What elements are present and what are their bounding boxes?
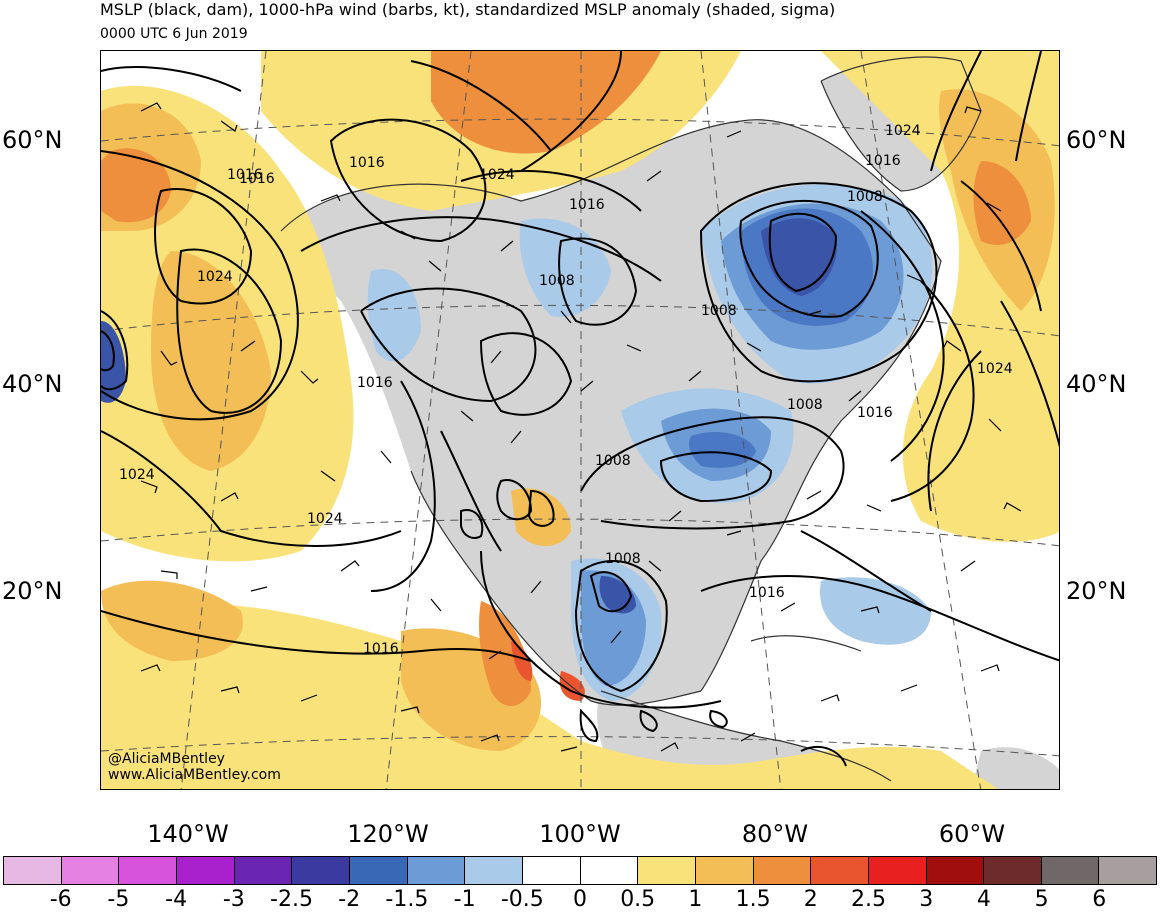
colorbar-swatch (234, 857, 293, 884)
isobar-label: 1024 (977, 361, 1013, 377)
colorbar-label: 2.5 (851, 887, 886, 912)
lon-label-60w: 60°W (938, 820, 1006, 848)
anomaly-southwest-us (511, 488, 571, 546)
valid-time: 0000 UTC 6 Jun 2019 (100, 26, 248, 42)
colorbar-swatch (580, 857, 639, 884)
lat-label-20n-left: 20°N (2, 577, 63, 605)
anomaly-bering-core (101, 148, 171, 223)
colorbar-swatch (522, 857, 581, 884)
colorbar-swatch (811, 857, 869, 884)
lon-label-100w: 100°W (539, 820, 621, 848)
colorbar-label: -1 (453, 887, 476, 912)
isobar-label: 1024 (119, 467, 155, 483)
land-south-america-edge (971, 747, 1059, 789)
isobar-labels: 1016 1024 1016 1024 1008 1016 1008 1008 … (119, 123, 1013, 657)
colorbar-label: 0 (573, 887, 587, 912)
wind-barbs (140, 102, 1022, 752)
anomaly-east-pacific-west (101, 580, 243, 661)
anomaly-ohio-core (689, 431, 756, 468)
colorbar-label: 6 (1092, 887, 1107, 912)
colorbar-label: -5 (107, 887, 130, 912)
isobar-label: 1024 (197, 269, 233, 285)
colorbar-label: -6 (49, 887, 72, 912)
isobar-label: 1016 (569, 197, 605, 213)
colorbar-swatch (176, 857, 235, 884)
isobar-label: 1008 (539, 273, 575, 289)
colorbar-label: -3 (222, 887, 245, 912)
colorbar-label: 0.5 (620, 887, 656, 912)
credit-twitter: @AliciaMBentley (108, 751, 225, 767)
colorbar-swatch (4, 857, 62, 884)
map-canvas: 1016 1024 1016 1024 1008 1016 1008 1008 … (101, 51, 1059, 789)
colorbar-swatch (1041, 857, 1100, 884)
colorbar-swatch (638, 857, 696, 884)
colorbar-swatch (292, 857, 350, 884)
isobar-label: 1016 (349, 155, 385, 171)
isobar-label: 1016 (865, 153, 901, 169)
colorbar-swatch (1099, 857, 1157, 884)
colorbar-label: -0.5 (500, 887, 544, 912)
isobar-label: 1016 (363, 641, 399, 657)
colorbar-label: -2 (338, 887, 361, 912)
weather-map: 1016 1024 1016 1024 1008 1016 1008 1008 … (100, 50, 1060, 790)
colorbar-label: 3 (919, 887, 934, 912)
colorbar-swatch (753, 857, 812, 884)
isobar-label: 1016 (749, 585, 785, 601)
anomaly-atlantic-core-2 (973, 161, 1031, 245)
isobar-label: 1008 (787, 397, 823, 413)
colorbar-label: 4 (976, 887, 991, 912)
isobar-label: 1016 (227, 167, 263, 183)
colorbar-swatch (695, 857, 754, 884)
lat-label-40n-left: 40°N (2, 370, 63, 398)
colorbar-label: -1.5 (385, 887, 429, 912)
anomaly-british-columbia (367, 269, 421, 362)
colorbar-label: 2 (803, 887, 818, 912)
map-title: MSLP (black, dam), 1000-hPa wind (barbs,… (100, 0, 836, 19)
isobar-label: 1024 (479, 167, 515, 183)
colorbar-label: 1.5 (735, 887, 771, 912)
lon-label-140w: 140°W (147, 820, 229, 848)
anomaly-arctic-core (431, 51, 661, 154)
colorbar-swatch (465, 857, 523, 884)
colorbar (3, 856, 1157, 885)
colorbar-swatch (868, 857, 927, 884)
colorbar-swatch (119, 857, 177, 884)
colorbar-swatch (407, 857, 466, 884)
lat-label-20n-right: 20°N (1066, 577, 1127, 605)
lon-label-80w: 80°W (741, 820, 809, 848)
isobar-label: 1008 (605, 551, 641, 567)
colorbar-swatch (61, 857, 120, 884)
anomaly-east-pacific-band (101, 602, 998, 789)
colorbar-swatch (984, 857, 1042, 884)
credit-website: www.AliciaMBentley.com (108, 767, 281, 783)
colorbar-label: -2.5 (270, 887, 313, 912)
lat-label-60n-left: 60°N (2, 126, 63, 154)
colorbar-swatch (349, 857, 408, 884)
isobar-label: 1008 (847, 189, 883, 205)
lat-label-60n-right: 60°N (1066, 126, 1127, 154)
colorbar-label: 5 (1034, 887, 1049, 912)
colorbar-label: -4 (165, 887, 188, 912)
isobar-label: 1024 (885, 123, 921, 139)
isobar-label: 1024 (307, 511, 343, 527)
lon-label-120w: 120°W (347, 820, 429, 848)
anomaly-mexico-red (511, 641, 533, 681)
colorbar-swatch (926, 857, 985, 884)
isobar-label: 1008 (701, 303, 737, 319)
lat-label-40n-right: 40°N (1066, 370, 1127, 398)
isobar-label: 1016 (857, 405, 893, 421)
colorbar-label: 1 (688, 887, 703, 912)
isobar-label: 1008 (595, 453, 631, 469)
anomaly-north-pacific-core (151, 251, 271, 471)
isobar-label: 1016 (357, 375, 393, 391)
isobar-label: 1016 (239, 171, 275, 187)
graticule (101, 51, 1059, 789)
isobars (101, 51, 1059, 767)
